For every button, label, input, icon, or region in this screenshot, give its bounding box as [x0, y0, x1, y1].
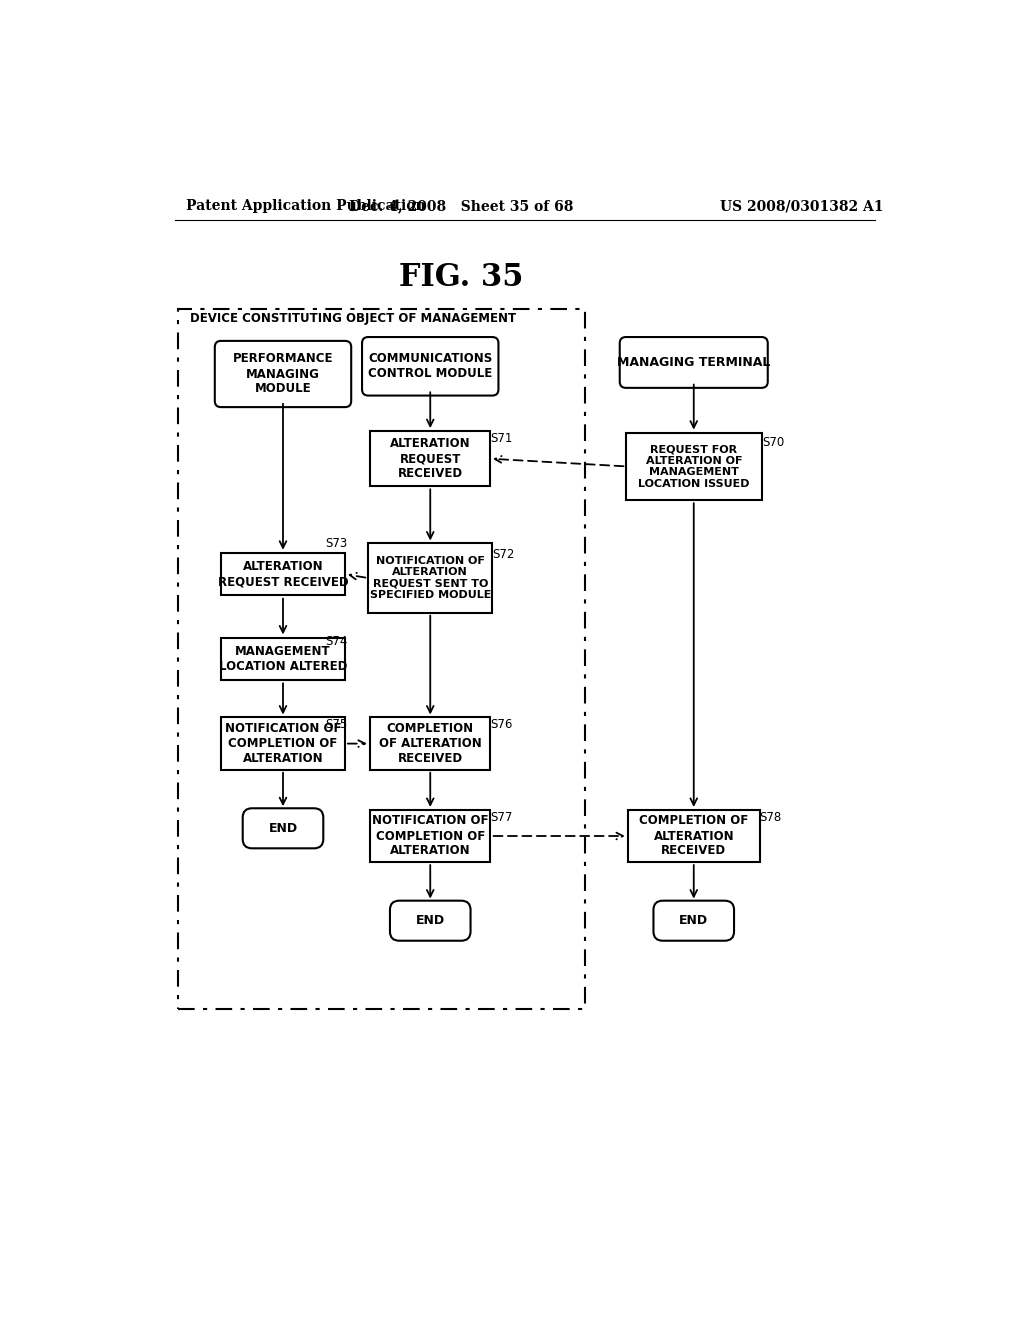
FancyBboxPatch shape: [626, 433, 762, 500]
Text: S70: S70: [762, 437, 784, 449]
Bar: [178, 309, 586, 1010]
Text: COMPLETION OF
ALTERATION
RECEIVED: COMPLETION OF ALTERATION RECEIVED: [639, 814, 749, 858]
FancyBboxPatch shape: [221, 718, 345, 770]
FancyBboxPatch shape: [362, 337, 499, 396]
Text: DEVICE CONSTITUTING OBJECT OF MANAGEMENT: DEVICE CONSTITUTING OBJECT OF MANAGEMENT: [190, 312, 516, 325]
FancyBboxPatch shape: [390, 900, 471, 941]
Text: S71: S71: [490, 432, 513, 445]
Text: FIG. 35: FIG. 35: [399, 263, 523, 293]
Text: NOTIFICATION OF
COMPLETION OF
ALTERATION: NOTIFICATION OF COMPLETION OF ALTERATION: [224, 722, 341, 766]
Text: REQUEST FOR
ALTERATION OF
MANAGEMENT
LOCATION ISSUED: REQUEST FOR ALTERATION OF MANAGEMENT LOC…: [638, 444, 750, 488]
Text: Patent Application Publication: Patent Application Publication: [186, 199, 426, 213]
Text: MANAGING TERMINAL: MANAGING TERMINAL: [617, 356, 770, 370]
Text: COMMUNICATIONS
CONTROL MODULE: COMMUNICATIONS CONTROL MODULE: [368, 352, 493, 380]
FancyBboxPatch shape: [371, 430, 490, 487]
FancyBboxPatch shape: [243, 808, 324, 849]
Text: S73: S73: [326, 536, 348, 549]
Text: PERFORMANCE
MANAGING
MODULE: PERFORMANCE MANAGING MODULE: [232, 352, 333, 396]
Text: Dec. 4, 2008   Sheet 35 of 68: Dec. 4, 2008 Sheet 35 of 68: [349, 199, 573, 213]
Text: END: END: [268, 822, 298, 834]
Text: S78: S78: [760, 810, 782, 824]
Text: END: END: [679, 915, 709, 927]
Text: US 2008/0301382 A1: US 2008/0301382 A1: [721, 199, 884, 213]
FancyBboxPatch shape: [369, 544, 493, 612]
Text: S77: S77: [490, 810, 513, 824]
FancyBboxPatch shape: [620, 337, 768, 388]
Text: S72: S72: [493, 548, 515, 561]
Text: COMPLETION
OF ALTERATION
RECEIVED: COMPLETION OF ALTERATION RECEIVED: [379, 722, 481, 766]
Text: S74: S74: [326, 635, 348, 648]
FancyBboxPatch shape: [628, 810, 760, 862]
Text: END: END: [416, 915, 444, 927]
FancyBboxPatch shape: [221, 553, 345, 595]
FancyBboxPatch shape: [215, 341, 351, 407]
FancyBboxPatch shape: [221, 638, 345, 680]
Text: S76: S76: [490, 718, 513, 731]
Text: ALTERATION
REQUEST
RECEIVED: ALTERATION REQUEST RECEIVED: [390, 437, 471, 480]
FancyBboxPatch shape: [371, 810, 490, 862]
Text: MANAGEMENT
LOCATION ALTERED: MANAGEMENT LOCATION ALTERED: [219, 645, 347, 673]
Text: ALTERATION
REQUEST RECEIVED: ALTERATION REQUEST RECEIVED: [218, 560, 348, 589]
FancyBboxPatch shape: [653, 900, 734, 941]
Text: NOTIFICATION OF
COMPLETION OF
ALTERATION: NOTIFICATION OF COMPLETION OF ALTERATION: [372, 814, 488, 858]
Text: S75: S75: [326, 718, 348, 731]
Text: NOTIFICATION OF
ALTERATION
REQUEST SENT TO
SPECIFIED MODULE: NOTIFICATION OF ALTERATION REQUEST SENT …: [370, 556, 490, 601]
FancyBboxPatch shape: [371, 718, 490, 770]
